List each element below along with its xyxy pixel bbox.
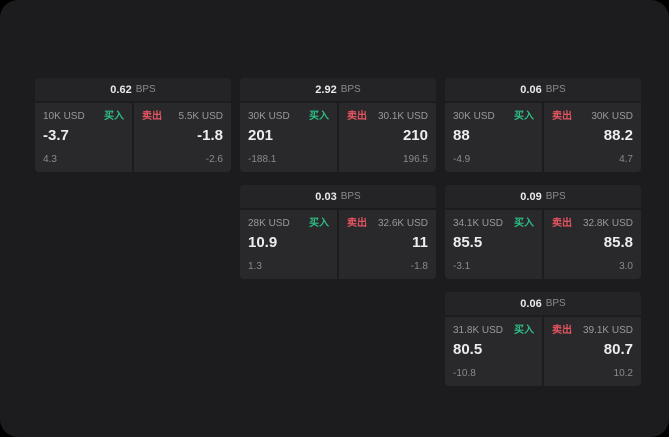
sell-notional-label: 39.1K USD [582,325,633,336]
bps-unit-label: BPS [340,84,361,95]
sell-notional-label: 30.1K USD [377,111,428,122]
bps-header: 2.92 BPS [240,78,436,101]
buy-panel[interactable]: 10K USD 买入 -3.7 4.3 [35,103,132,172]
sell-delta: 10.2 [613,368,633,379]
bps-value: 0.09 [520,190,542,203]
bps-header: 0.62 BPS [35,78,231,101]
buy-price: 85.5 [453,234,483,251]
sell-side-label: 卖出 [552,218,572,229]
buy-price: 80.5 [453,341,483,358]
buy-delta: -4.9 [453,154,471,165]
bps-value: 0.03 [315,190,337,203]
sell-price: -1.8 [197,127,223,144]
sell-panel[interactable]: 卖出 5.5K USD -1.8 -2.6 [134,103,231,172]
bps-header: 0.06 BPS [445,292,641,315]
sell-price: 210 [402,127,428,144]
sell-price: 88.2 [603,127,633,144]
buy-panel[interactable]: 28K USD 买入 10.9 1.3 [240,210,337,279]
quote-board: 0.62 BPS 10K USD 买入 -3.7 4.3 卖出 5.5K USD [35,78,641,386]
buy-delta: -188.1 [248,154,277,165]
sell-delta: -1.8 [410,261,428,272]
sell-side-label: 卖出 [347,111,367,122]
quote-card: 0.06 BPS 30K USD 买入 88 -4.9 卖出 30K USD [445,78,641,172]
buy-notional-label: 34.1K USD [453,218,504,229]
bps-header: 0.09 BPS [445,185,641,208]
sell-side-label: 卖出 [142,111,162,122]
bps-unit-label: BPS [135,84,156,95]
buy-panel[interactable]: 34.1K USD 买入 85.5 -3.1 [445,210,542,279]
sell-side-label: 卖出 [552,111,572,122]
buy-delta: 1.3 [248,261,262,272]
buy-delta: -10.8 [453,368,476,379]
buy-price: -3.7 [43,127,69,144]
quote-card: 0.03 BPS 28K USD 买入 10.9 1.3 卖出 32.6K US… [240,185,436,279]
buy-side-label: 买入 [514,218,534,229]
buy-notional-label: 28K USD [248,218,290,229]
sell-delta: -2.6 [205,154,223,165]
sell-price: 11 [412,234,428,251]
sell-price: 80.7 [603,341,633,358]
buy-notional-label: 30K USD [453,111,495,122]
bps-unit-label: BPS [340,191,361,202]
quote-card: 0.06 BPS 31.8K USD 买入 80.5 -10.8 卖出 39.1… [445,292,641,386]
quote-card: 2.92 BPS 30K USD 买入 201 -188.1 卖出 30.1K … [240,78,436,172]
buy-side-label: 买入 [514,111,534,122]
buy-side-label: 买入 [309,218,329,229]
sell-delta: 196.5 [402,154,428,165]
bps-unit-label: BPS [545,84,566,95]
buy-price: 10.9 [248,234,278,251]
buy-price: 201 [248,127,274,144]
bps-value: 0.06 [520,297,542,310]
buy-price: 88 [453,127,470,144]
sell-side-label: 卖出 [552,325,572,336]
sell-notional-label: 30K USD [591,111,633,122]
buy-panel[interactable]: 30K USD 买入 88 -4.9 [445,103,542,172]
bps-value: 0.06 [520,83,542,96]
buy-delta: -3.1 [453,261,471,272]
buy-panel[interactable]: 31.8K USD 买入 80.5 -10.8 [445,317,542,386]
buy-side-label: 买入 [514,325,534,336]
sell-side-label: 卖出 [347,218,367,229]
buy-notional-label: 10K USD [43,111,85,122]
bps-unit-label: BPS [545,298,566,309]
buy-side-label: 买入 [104,111,124,122]
sell-panel[interactable]: 卖出 39.1K USD 80.7 10.2 [544,317,641,386]
quote-card: 0.09 BPS 34.1K USD 买入 85.5 -3.1 卖出 32.8K… [445,185,641,279]
bps-header: 0.06 BPS [445,78,641,101]
sell-panel[interactable]: 卖出 30K USD 88.2 4.7 [544,103,641,172]
sell-panel[interactable]: 卖出 32.8K USD 85.8 3.0 [544,210,641,279]
sell-price: 85.8 [603,234,633,251]
buy-notional-label: 30K USD [248,111,290,122]
bps-value: 0.62 [110,83,132,96]
buy-notional-label: 31.8K USD [453,325,504,336]
sell-panel[interactable]: 卖出 32.6K USD 11 -1.8 [339,210,436,279]
buy-delta: 4.3 [43,154,57,165]
sell-notional-label: 32.8K USD [582,218,633,229]
bps-unit-label: BPS [545,191,566,202]
bps-value: 2.92 [315,83,337,96]
sell-panel[interactable]: 卖出 30.1K USD 210 196.5 [339,103,436,172]
sell-notional-label: 32.6K USD [377,218,428,229]
bps-header: 0.03 BPS [240,185,436,208]
sell-delta: 3.0 [619,261,633,272]
quote-card: 0.62 BPS 10K USD 买入 -3.7 4.3 卖出 5.5K USD [35,78,231,172]
sell-notional-label: 5.5K USD [178,111,223,122]
buy-side-label: 买入 [309,111,329,122]
buy-panel[interactable]: 30K USD 买入 201 -188.1 [240,103,337,172]
sell-delta: 4.7 [619,154,633,165]
